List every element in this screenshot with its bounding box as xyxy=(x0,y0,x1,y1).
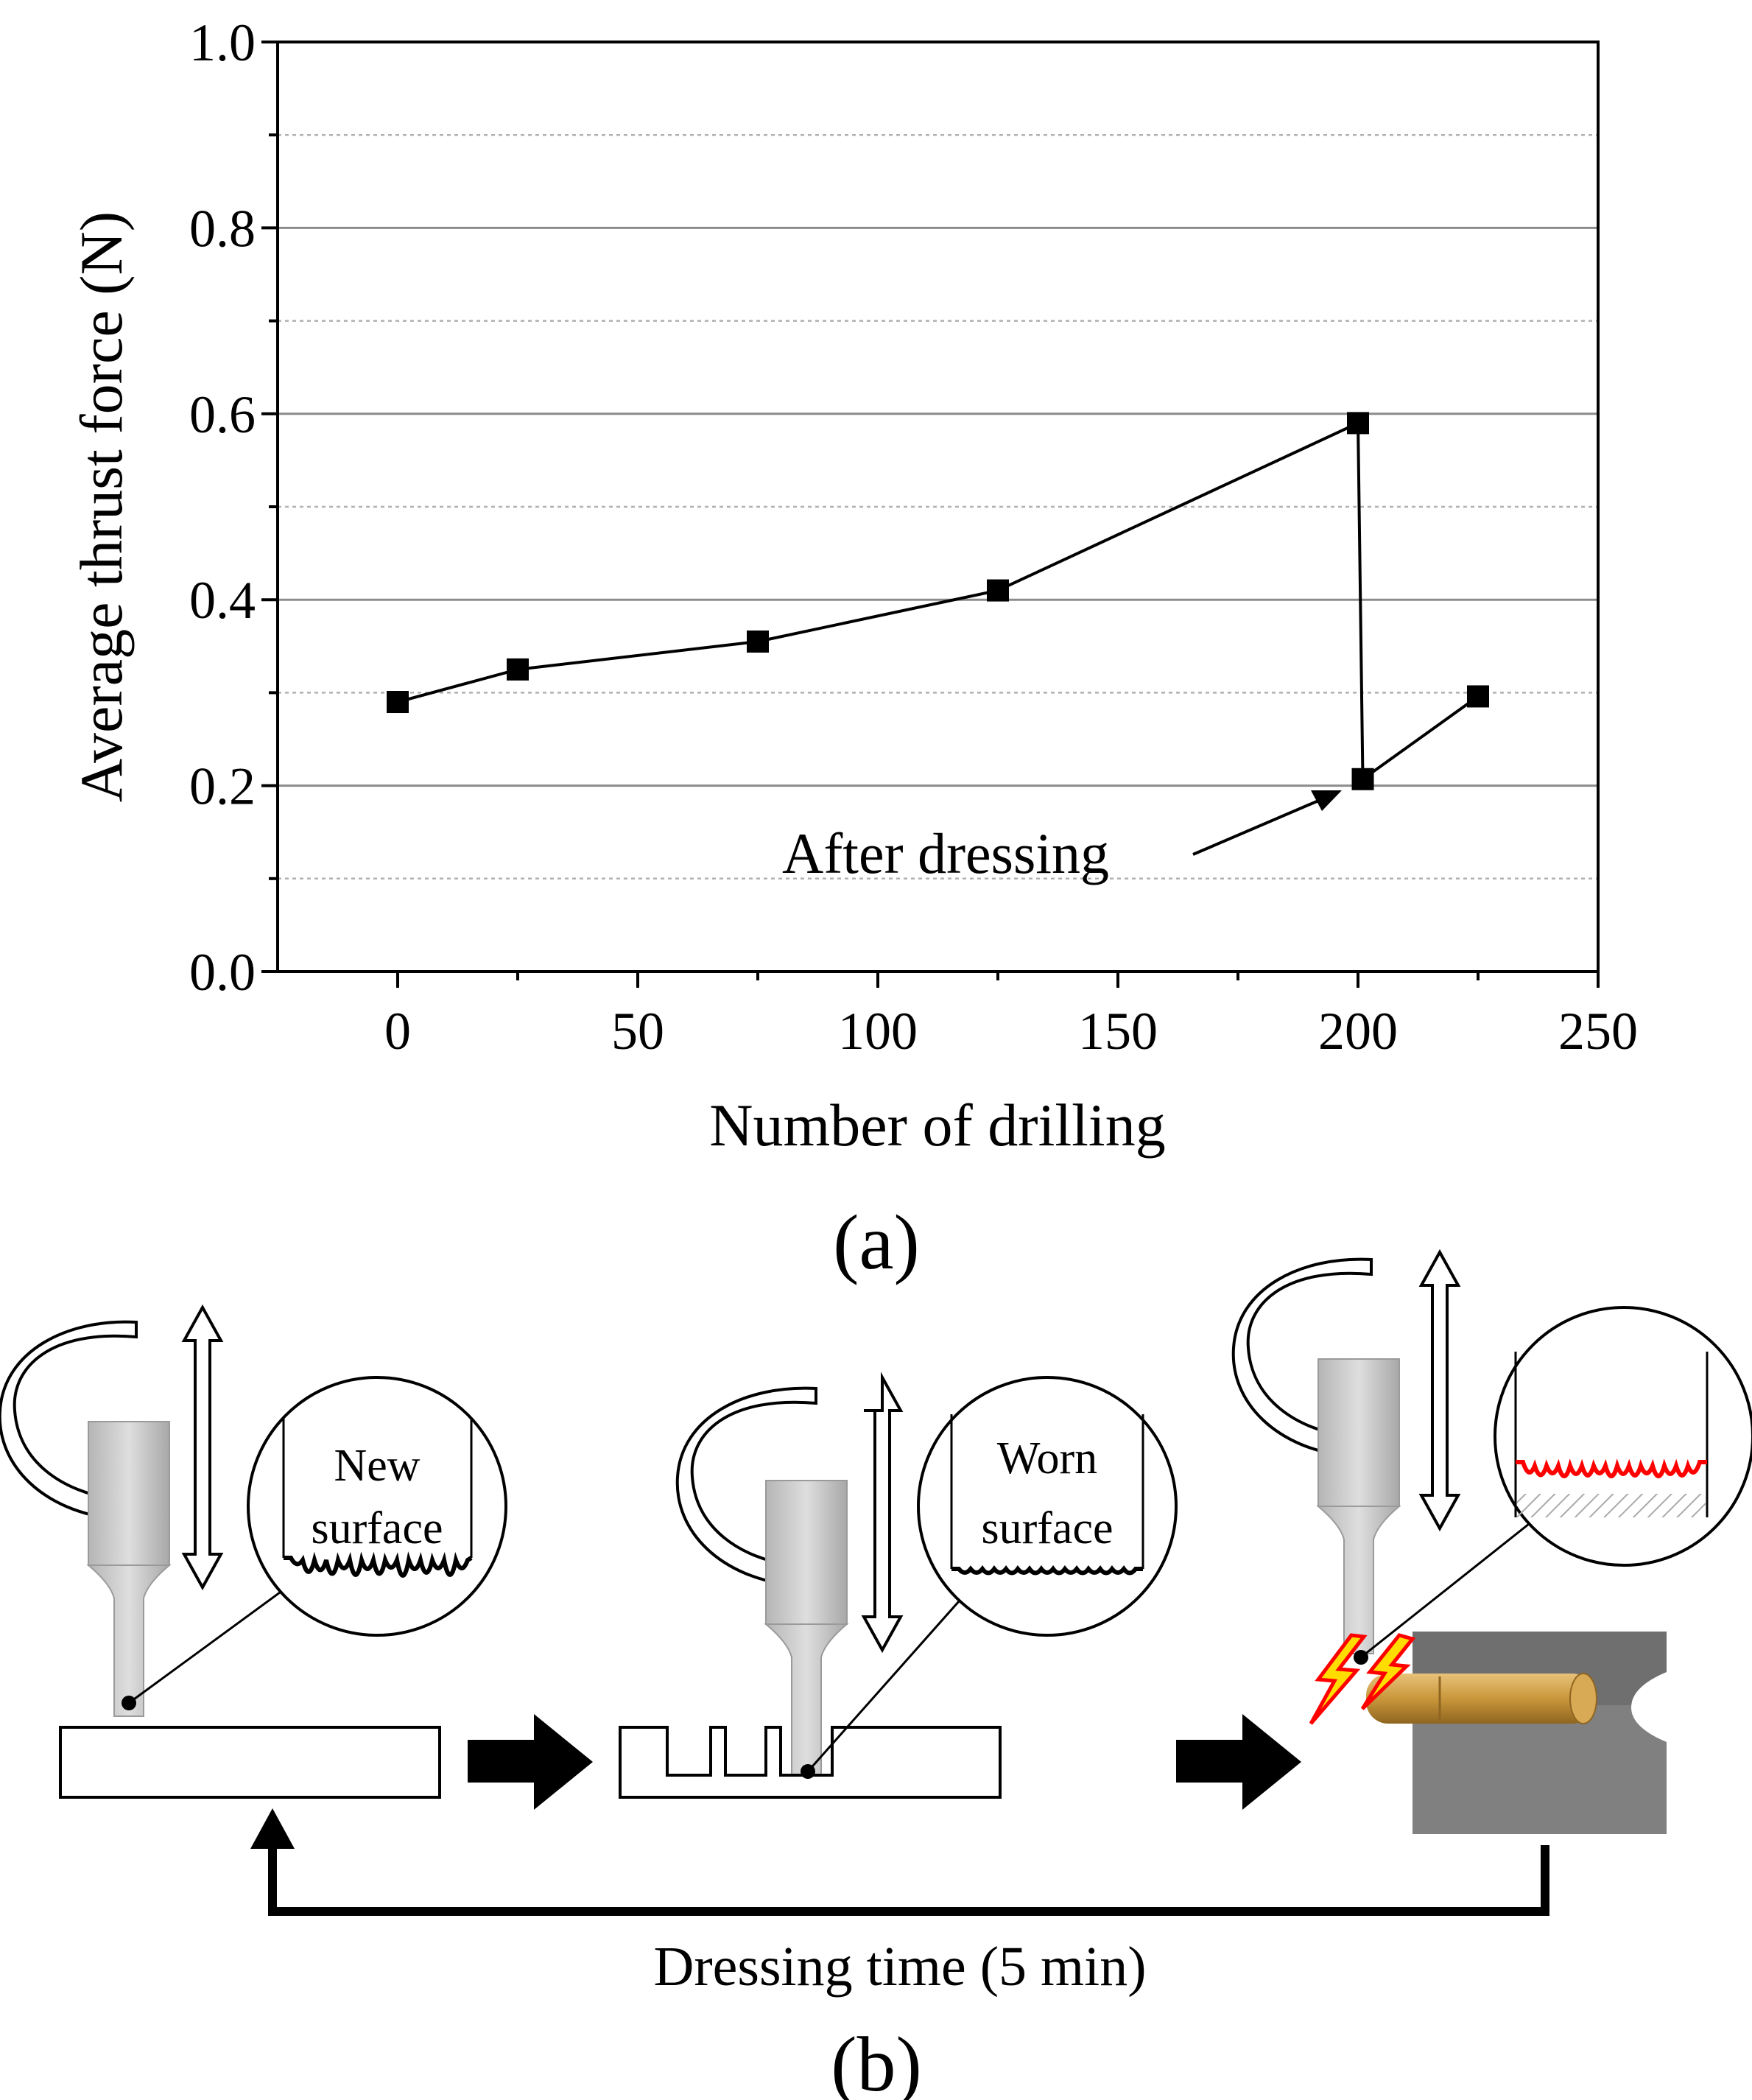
x-tick-label-1: 50 xyxy=(611,1002,664,1061)
thrust-force-chart: 0 50 100 150 200 250 0.0 0.2 0.4 0.6 0.8 1.0 Numbe… xyxy=(68,13,1638,1285)
y-tick-label-2: 0.4 xyxy=(189,571,256,630)
x-tick-label-3: 150 xyxy=(1078,1002,1158,1061)
up-down-arrow-icon xyxy=(181,1304,224,1591)
dresser-block-body xyxy=(1412,1705,1667,1834)
new-surface-profile xyxy=(284,1551,473,1578)
drilled-workpiece xyxy=(619,1726,1002,1799)
up-down-arrow-icon-2 xyxy=(861,1372,904,1654)
brass-dressing-rod xyxy=(1366,1674,1594,1724)
callout-leader xyxy=(128,1575,303,1704)
spark-icon xyxy=(1309,1633,1368,1725)
x-tick-label-4: 200 xyxy=(1318,1002,1398,1061)
data-point-6 xyxy=(1467,685,1489,708)
x-tick-label-2: 100 xyxy=(838,1002,918,1061)
data-point-1 xyxy=(507,658,529,681)
y-tick-label-0: 0.0 xyxy=(189,943,256,1002)
rod-end xyxy=(1569,1673,1597,1724)
y-tick-label-4: 0.8 xyxy=(189,199,256,258)
data-point-4 xyxy=(1347,412,1369,435)
data-point-0 xyxy=(387,691,409,714)
dresser-groove xyxy=(1631,1672,1667,1742)
tool-shank xyxy=(88,1421,170,1566)
data-point-2 xyxy=(747,630,769,653)
up-down-arrow-icon-3 xyxy=(1418,1249,1461,1532)
dressed-surface-profile xyxy=(1516,1458,1707,1478)
tool-shank-2 xyxy=(765,1480,848,1625)
process-arrow-1-icon xyxy=(468,1714,593,1810)
return-label: Dressing time (5 min) xyxy=(653,1936,1146,1998)
annotation-arrow-shaft xyxy=(1192,798,1323,856)
data-line xyxy=(397,421,1480,782)
magnified-callout-dressed xyxy=(1494,1306,1752,1567)
callout-text-new-line1: New xyxy=(334,1441,420,1491)
series-line-0 xyxy=(397,421,1480,782)
data-markers xyxy=(387,412,1489,790)
stage-2-worn-tool: Worn surface xyxy=(619,1372,1178,1799)
data-point-3 xyxy=(987,579,1009,602)
panel-label-b: (b) xyxy=(831,2021,922,2100)
spark-icon-2 xyxy=(1360,1633,1416,1710)
return-arrow-head-icon xyxy=(250,1808,295,1849)
callout-text-worn-line1: Worn xyxy=(997,1433,1097,1483)
panel-label-a: (a) xyxy=(833,1199,920,1285)
x-tick-label-0: 0 xyxy=(384,1002,411,1061)
x-axis-ticks: 0 50 100 150 200 250 xyxy=(384,972,1638,1061)
workpiece-blank xyxy=(59,1726,441,1799)
annotation-after-dressing: After dressing xyxy=(782,821,1109,885)
removed-layer-hatch xyxy=(1517,1494,1706,1517)
major-gridlines xyxy=(278,226,1598,787)
y-tick-label-1: 0.2 xyxy=(189,757,256,816)
minor-gridlines xyxy=(278,133,1598,880)
y-tick-label-5: 1.0 xyxy=(189,13,256,72)
return-loop-arrow xyxy=(268,1845,1549,1916)
callout-leader-3 xyxy=(1360,1509,1547,1659)
callout-text-worn-line2: surface xyxy=(982,1503,1114,1553)
stage-1-new-tool: New surface xyxy=(0,1304,507,1799)
tool-neck-3 xyxy=(1316,1506,1401,1654)
callout-text-new-line2: surface xyxy=(312,1503,443,1553)
tool-shank-3 xyxy=(1317,1358,1400,1507)
worn-surface-profile xyxy=(951,1565,1143,1576)
x-tick-label-5: 250 xyxy=(1558,1002,1638,1061)
tool-neck xyxy=(86,1565,172,1717)
x-axis-label: Number of drilling xyxy=(709,1092,1165,1159)
y-axis-ticks: 0.0 0.2 0.4 0.6 0.8 1.0 xyxy=(189,13,278,1002)
stage-3-dressing xyxy=(1231,1249,1752,1834)
y-tick-label-3: 0.6 xyxy=(189,385,256,444)
callout-leader-2 xyxy=(806,1594,966,1772)
annotation-arrow-head xyxy=(1311,790,1342,811)
dressing-process-diagram: New surface Worn surface xyxy=(0,1249,1752,2100)
data-point-5 xyxy=(1351,768,1374,790)
y-axis-label: Average thrust force (N) xyxy=(68,211,135,802)
process-arrow-2-icon xyxy=(1176,1714,1301,1810)
